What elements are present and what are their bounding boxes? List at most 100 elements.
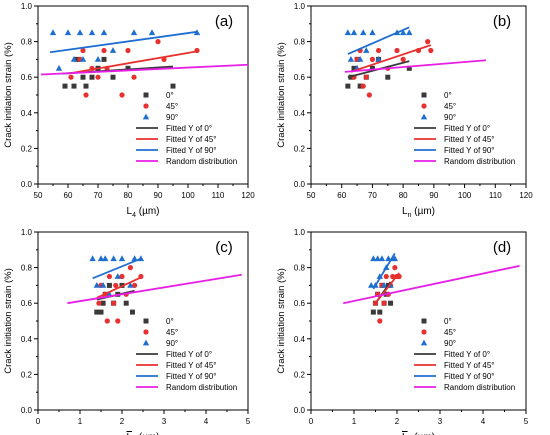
x-tick-label: 90 [154, 191, 163, 200]
legend-marker-0deg [143, 92, 149, 98]
point-90deg [350, 29, 358, 36]
point-45deg [363, 74, 369, 80]
x-tick-label: 100 [181, 191, 195, 200]
point-0deg [357, 83, 363, 89]
x-axis-label: Ln (µm) [402, 206, 435, 219]
point-45deg [369, 56, 376, 63]
point-0deg [62, 83, 68, 89]
point-90deg [369, 29, 376, 36]
point-45deg [127, 265, 133, 271]
point-0deg [388, 300, 394, 306]
point-45deg [68, 74, 74, 80]
point-0deg [351, 65, 357, 71]
point-90deg [76, 29, 84, 36]
point-90deg [399, 29, 407, 36]
point-45deg [96, 300, 102, 306]
x-tick-label: 5 [246, 417, 251, 426]
legend-marker-45deg [143, 103, 149, 109]
x-tick-label: 110 [212, 191, 225, 200]
x-tick-label: 120 [519, 191, 533, 200]
panel-label: (a) [215, 13, 233, 30]
fit-line-45deg [67, 50, 198, 75]
point-0deg [89, 74, 95, 80]
legend-label: Fitted Y of 0° [166, 124, 212, 133]
x-tick-label: 80 [399, 191, 408, 200]
x-tick-label: 50 [34, 191, 43, 200]
x-tick-label: 4 [481, 417, 486, 426]
point-0deg [170, 83, 176, 89]
x-axis-label: L4 (µm) [127, 432, 160, 435]
legend-label: Fitted Y of 45° [166, 135, 217, 144]
point-0deg [83, 83, 89, 89]
point-90deg [356, 56, 364, 62]
point-45deg [394, 47, 400, 54]
point-45deg [119, 92, 125, 98]
point-0deg [94, 309, 100, 315]
legend-marker-90deg [142, 339, 150, 346]
x-axis-label-main: L [402, 206, 408, 217]
legend-label: Random distribution [444, 383, 515, 392]
point-90deg [368, 282, 375, 288]
y-tick-label: 0.0 [21, 180, 33, 189]
point-90deg [88, 29, 96, 36]
x-tick-label: 4 [204, 417, 209, 426]
point-0deg [100, 300, 106, 306]
panel-d: 0 1 2 3 4 5 0.0 0.2 0.4 0.6 0.8 1.0 Crack initiation… [276, 228, 529, 435]
x-tick-label: 2 [120, 417, 125, 426]
legend: 0° 45° 90° Fitted Y of 0° Fitted Y of 45° Fit… [136, 91, 237, 166]
y-tick-label: 0.4 [294, 335, 306, 344]
point-90deg [380, 282, 388, 288]
y-axis-label: Crack initiation strain (%) [3, 42, 14, 148]
point-90deg [130, 29, 138, 36]
point-45deg [125, 47, 131, 54]
legend-label: Fitted Y of 45° [444, 361, 495, 370]
legend-marker-0deg [143, 318, 149, 324]
legend-marker-0deg [421, 318, 427, 324]
legend-label: 45° [166, 328, 178, 337]
point-90deg [70, 56, 78, 62]
point-45deg [83, 92, 89, 98]
point-45deg [425, 39, 431, 45]
plot-data [344, 26, 487, 98]
x-tick-label: 0 [309, 417, 314, 426]
y-tick-label: 1.0 [294, 228, 306, 237]
plot-data [40, 29, 248, 98]
x-axis-label-main: L [127, 206, 133, 217]
x-tick-label: 80 [124, 191, 133, 200]
x-tick-label: 5 [524, 417, 529, 426]
x-tick-label: 1 [78, 417, 83, 426]
point-90deg [406, 29, 413, 36]
legend-label: 90° [166, 339, 178, 348]
x-tick-label: 60 [64, 191, 73, 200]
point-90deg [378, 255, 386, 262]
point-45deg [101, 47, 107, 54]
legend-label: 45° [166, 102, 178, 111]
legend-label: Fitted Y of 90° [444, 372, 495, 381]
y-axis-label: Crack initiation strain (%) [276, 268, 287, 374]
point-0deg [369, 65, 375, 71]
panel-label: (c) [215, 239, 233, 256]
legend-marker-45deg [421, 103, 427, 109]
x-axis-label-main: L [127, 432, 133, 435]
legend-label: Random distribution [166, 157, 237, 166]
point-90deg [55, 64, 63, 71]
legend-label: Fitted Y of 90° [166, 372, 217, 381]
legend-label: 0° [166, 317, 174, 326]
legend-marker-90deg [420, 113, 428, 120]
y-tick-label: 0.2 [294, 370, 306, 379]
y-tick-label: 0.8 [294, 264, 306, 273]
x-tick-label: 3 [162, 417, 167, 426]
point-45deg [115, 318, 121, 324]
point-90deg [64, 29, 72, 36]
fit-line-90deg [347, 26, 410, 55]
legend-label: Fitted Y of 45° [444, 135, 495, 144]
point-0deg [385, 74, 391, 80]
point-45deg [381, 300, 387, 306]
y-tick-label: 0.2 [21, 370, 33, 379]
point-45deg [366, 92, 372, 98]
point-0deg [101, 56, 107, 62]
point-45deg [400, 56, 406, 63]
legend-label: 90° [166, 113, 178, 122]
x-axis-label-subscript: n [408, 212, 412, 219]
